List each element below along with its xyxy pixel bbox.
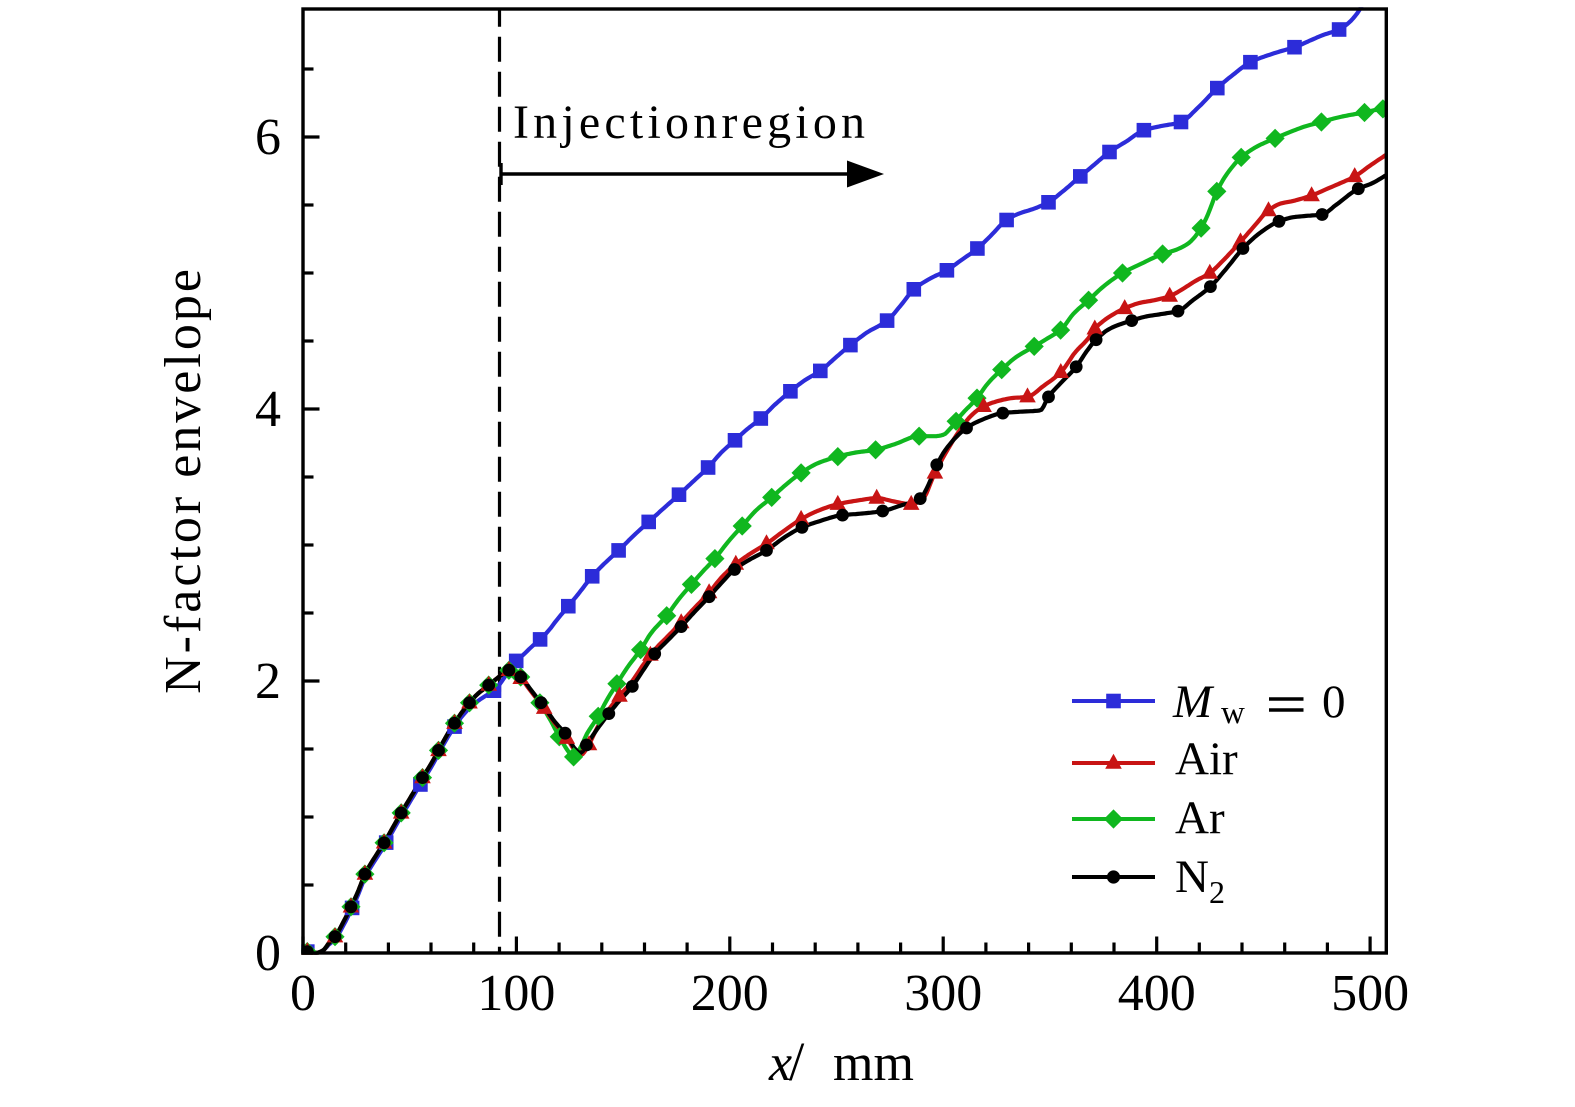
svg-text:4: 4 [255, 381, 281, 438]
svg-text:Injectionregion: Injectionregion [513, 96, 869, 149]
svg-text:100: 100 [477, 965, 555, 1022]
svg-text:Air: Air [1175, 733, 1238, 785]
svg-text:500: 500 [1331, 965, 1409, 1022]
svg-text:w: w [1221, 695, 1245, 731]
svg-text:300: 300 [904, 965, 982, 1022]
svg-text:0: 0 [1322, 676, 1346, 728]
svg-text:0: 0 [290, 965, 316, 1022]
svg-text:2: 2 [1209, 874, 1225, 910]
svg-text:0: 0 [255, 925, 281, 982]
svg-text:Ar: Ar [1175, 792, 1225, 844]
svg-text:x/mm: x/mm [768, 1031, 914, 1092]
svg-text:400: 400 [1118, 965, 1196, 1022]
svg-text:N: N [1175, 851, 1209, 903]
svg-text:M: M [1172, 676, 1215, 728]
svg-text:200: 200 [691, 965, 769, 1022]
svg-text:2: 2 [255, 653, 281, 710]
svg-text:N-factor envelope: N-factor envelope [155, 266, 212, 694]
svg-text:6: 6 [255, 109, 281, 166]
